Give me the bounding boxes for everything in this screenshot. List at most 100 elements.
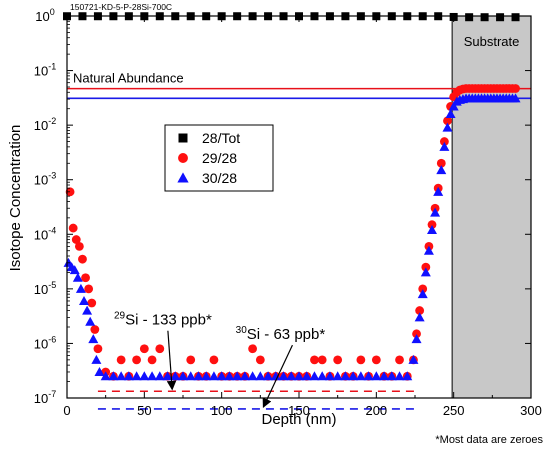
data-point: [395, 355, 404, 365]
data-point: [247, 371, 258, 381]
x-tick-label: 250: [443, 403, 465, 418]
data-point: [402, 371, 413, 381]
x-tick-label: 100: [211, 403, 233, 418]
data-point: [79, 295, 90, 305]
data-point: [324, 371, 335, 381]
data-point: [355, 371, 366, 381]
data-point: [480, 13, 489, 22]
legend-marker: [178, 153, 188, 163]
data-point: [510, 93, 521, 103]
legend-marker: [177, 172, 189, 183]
data-point: [421, 262, 431, 272]
data-point: [123, 371, 134, 381]
data-point: [443, 116, 452, 126]
data-point: [185, 371, 196, 381]
data-point: [74, 241, 84, 251]
x-tick-label: 150: [288, 403, 310, 418]
data-point: [116, 371, 127, 381]
x-tick-label: 50: [137, 403, 151, 418]
isotope-annotation: 30Si - 63 ppb*: [236, 325, 326, 343]
data-point: [263, 371, 274, 381]
legend: 28/Tot 29/28 30/28: [164, 124, 274, 192]
data-point: [496, 13, 505, 22]
data-point: [239, 371, 250, 381]
data-point: [436, 165, 447, 175]
data-point: [386, 371, 397, 381]
data-point: [436, 158, 446, 168]
footnote: *Most data are zeroes: [435, 434, 543, 446]
data-point: [68, 223, 78, 233]
x-tick-label: 300: [520, 403, 542, 418]
data-point: [100, 371, 111, 381]
substrate-label: Substrate: [464, 34, 520, 49]
data-point: [363, 371, 374, 381]
data-point: [309, 371, 320, 381]
data-point: [87, 298, 97, 308]
x-tick-label: 0: [63, 403, 70, 418]
data-point: [270, 371, 281, 381]
data-point: [69, 265, 80, 275]
annotation-arrow: [166, 330, 177, 391]
data-point: [131, 371, 142, 381]
y-tick-label: 10-7: [34, 389, 56, 406]
data-point: [216, 371, 227, 381]
data-point: [208, 371, 219, 381]
natural-abundance-label: Natural Abundance: [73, 71, 184, 86]
data-point: [94, 366, 105, 376]
data-point: [430, 207, 441, 217]
data-point: [442, 122, 453, 132]
data-point: [224, 371, 235, 381]
y-tick-label: 10-2: [34, 116, 56, 133]
data-point: [301, 371, 312, 381]
data-point: [433, 186, 444, 196]
data-point: [116, 355, 126, 365]
data-point: [415, 306, 425, 315]
data-point: [139, 344, 149, 354]
annotation-arrow: [262, 344, 293, 409]
data-point: [317, 371, 328, 381]
data-point: [155, 344, 165, 354]
data-point: [427, 224, 438, 234]
chart-title: 150721-KD-5-P-28Si-700C: [70, 2, 172, 12]
data-point: [88, 334, 99, 344]
y-tick-label: 10-1: [34, 62, 56, 79]
data-point: [170, 371, 181, 381]
substrate-region: [451, 15, 532, 399]
data-point: [278, 371, 289, 381]
data-point: [511, 13, 520, 22]
data-point: [178, 371, 188, 381]
data-point: [255, 371, 266, 381]
y-tick-label: 10-6: [34, 334, 56, 351]
data-point: [465, 13, 474, 22]
data-point: [371, 371, 382, 381]
data-point: [317, 355, 327, 365]
data-point: [193, 371, 204, 381]
data-point: [201, 371, 212, 381]
data-point: [379, 371, 390, 381]
isotope-annotation: 29Si - 133 ppb*: [114, 311, 212, 329]
data-point: [139, 371, 150, 381]
data-point: [162, 371, 173, 381]
data-point: [81, 273, 90, 283]
data-point: [340, 371, 351, 381]
data-point: [448, 101, 459, 111]
data-point: [248, 344, 257, 354]
data-point: [85, 316, 96, 326]
data-point: [286, 371, 297, 381]
legend-marker: [178, 133, 188, 143]
data-point: [72, 272, 83, 282]
x-tick-label: 200: [365, 403, 387, 418]
data-point: [420, 267, 431, 277]
data-point: [427, 220, 437, 230]
y-tick-label: 10-5: [34, 280, 56, 297]
legend-label: 29/28: [202, 150, 237, 166]
data-point: [71, 235, 81, 244]
data-point: [412, 329, 421, 339]
data-point: [93, 344, 103, 354]
data-point: [147, 371, 158, 381]
data-point: [91, 354, 102, 364]
y-axis-label: Isotope Concentration: [7, 125, 24, 272]
data-point: [417, 289, 428, 299]
data-point: [332, 371, 343, 381]
